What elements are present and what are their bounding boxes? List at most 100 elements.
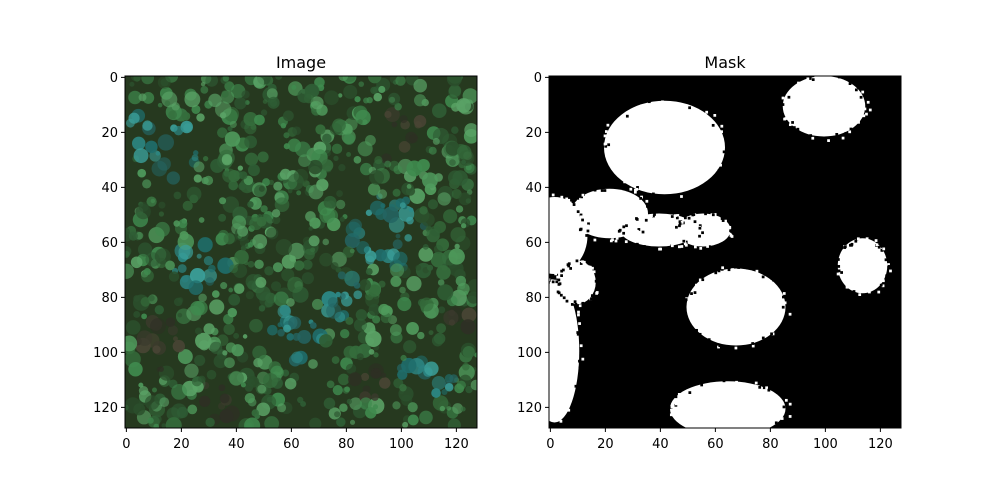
mask-edge-pixel [581, 357, 585, 361]
mask-edge-pixel [625, 114, 629, 118]
mask-edge-pixel [528, 216, 531, 219]
canopy-patch [401, 357, 417, 374]
mask-edge-pixel [561, 268, 565, 272]
canopy-patch [326, 380, 335, 389]
mask-edge-pixel [784, 97, 788, 101]
mask-edge-pixel [625, 224, 628, 228]
mask-blob [782, 76, 866, 137]
mask-edge-pixel [852, 290, 856, 293]
mask-edge-pixel [559, 293, 563, 297]
canopy-patch [271, 209, 281, 218]
canopy-patch [368, 349, 375, 355]
canopy-patch [238, 182, 247, 191]
canopy-patch [326, 303, 342, 319]
mask-edge-pixel [797, 81, 800, 85]
mask-edge-pixel [884, 258, 888, 262]
mask-edge-pixel [639, 199, 642, 203]
canopy-patch [465, 385, 473, 394]
canopy-patch [456, 380, 466, 390]
canopy-patch [157, 157, 171, 171]
canopy-patch [277, 403, 287, 413]
mask-edge-pixel [674, 402, 678, 406]
mask-edge-pixel [720, 217, 724, 220]
mask-edge-pixel [653, 213, 656, 216]
mask-edge-pixel [765, 386, 768, 390]
canopy-patch [144, 395, 160, 410]
mask-edge-pixel [586, 229, 590, 233]
mask-edge-pixel [849, 243, 852, 247]
mask-edge-pixel [877, 245, 881, 249]
canopy-patch [339, 403, 348, 413]
canopy-patch [237, 165, 243, 171]
mask-edge-pixel [729, 229, 732, 233]
mask-edge-pixel [724, 219, 727, 223]
canopy-patch [321, 159, 334, 172]
canopy-patch [245, 291, 254, 300]
canopy-patch [319, 252, 333, 267]
canopy-patch [300, 401, 307, 407]
canopy-patch [374, 249, 387, 262]
mask-edge-pixel [730, 235, 734, 238]
canopy-patch [462, 345, 475, 359]
mask-edge-pixel [535, 270, 538, 273]
mask-edge-pixel [627, 218, 630, 221]
mask-edge-pixel [811, 136, 815, 140]
mask-edge-pixel [565, 299, 569, 303]
canopy-patch [206, 369, 217, 380]
canopy-patch [406, 160, 423, 177]
mask-edge-pixel [751, 342, 755, 345]
mask-edge-pixel [644, 218, 648, 222]
canopy-patch [272, 262, 283, 273]
mask-edge-pixel [772, 278, 775, 282]
image-panel: Image 0 20 40 60 80 100 120 0 20 40 60 80 100 120 [93, 53, 478, 452]
mask-edge-pixel [671, 197, 675, 201]
mask-panel-title: Mask [704, 53, 746, 72]
canopy-patch [421, 213, 435, 227]
canopy-patch [448, 84, 462, 98]
mask-edge-pixel [576, 261, 580, 265]
mask-edge-pixel [762, 386, 766, 390]
canopy-patch [330, 262, 339, 270]
canopy-patch [337, 93, 343, 98]
canopy-patch [256, 216, 267, 227]
canopy-patch [449, 374, 459, 384]
mask-edge-pixel [782, 295, 785, 299]
canopy-patch [359, 397, 372, 410]
mask-edge-pixel [593, 188, 597, 192]
canopy-patch [418, 247, 434, 262]
mask-edge-pixel [585, 216, 589, 220]
canopy-patch [184, 363, 199, 378]
mask-edge-pixel [735, 380, 738, 384]
canopy-patch [358, 81, 365, 87]
canopy-patch [343, 84, 358, 99]
mask-edge-pixel [567, 408, 571, 412]
x-tick-label: 120 [444, 437, 469, 452]
canopy-patch [406, 322, 419, 335]
mask-edge-pixel [648, 221, 651, 225]
canopy-patch [252, 345, 267, 360]
mask-edge-pixel [674, 214, 677, 217]
canopy-patch [288, 316, 302, 330]
canopy-patch [155, 151, 161, 156]
mask-edge-pixel [701, 231, 704, 235]
canopy-patch [247, 241, 254, 248]
canopy-patch [177, 312, 183, 318]
canopy-patch [188, 280, 204, 295]
mask-edge-pixel [721, 266, 725, 270]
canopy-patch [399, 115, 408, 124]
mask-edge-pixel [676, 234, 680, 238]
x-tick-label: 0 [122, 437, 130, 452]
mask-edge-pixel [680, 245, 684, 248]
canopy-patch [461, 159, 467, 165]
canopy-patch [224, 357, 235, 369]
mask-edge-pixel [720, 130, 723, 134]
mask-edge-pixel [675, 216, 679, 220]
canopy-patch [345, 221, 362, 238]
mask-edge-pixel [836, 258, 840, 261]
mask-edge-pixel [614, 239, 618, 243]
canopy-patch [428, 146, 437, 155]
canopy-patch [287, 188, 293, 194]
mask-edge-pixel [624, 240, 628, 244]
mask-edge-pixel [574, 302, 578, 306]
canopy-patch [203, 255, 214, 266]
